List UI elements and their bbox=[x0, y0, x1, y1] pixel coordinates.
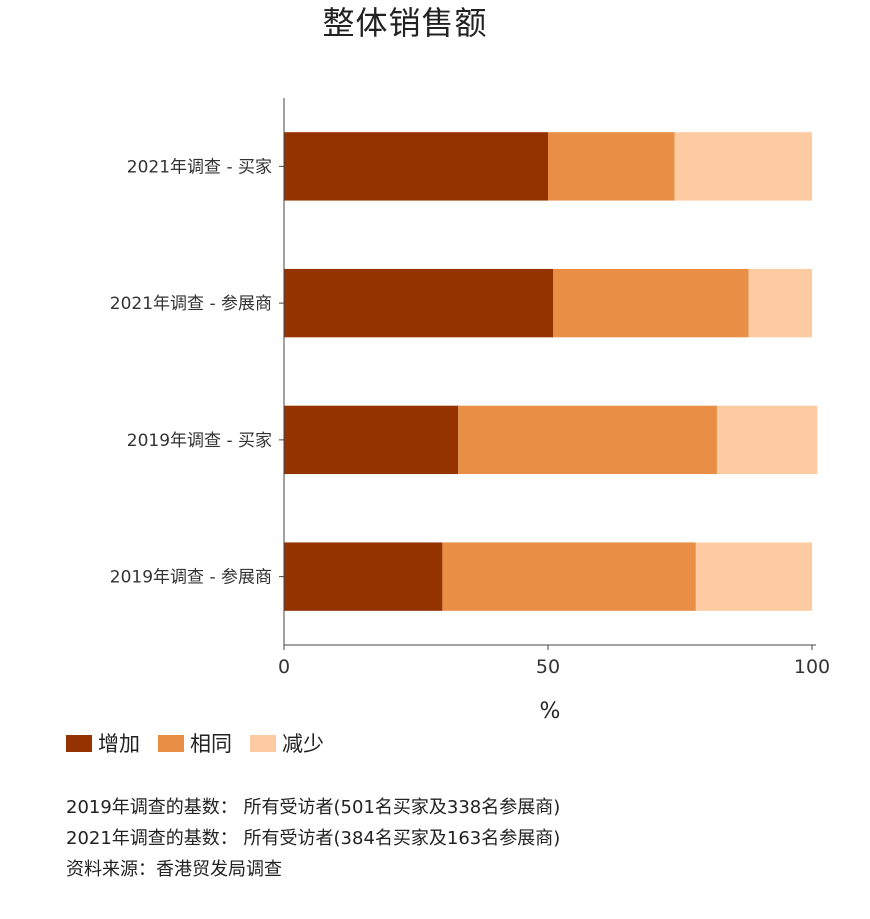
bar-segment-1-series-1 bbox=[284, 132, 548, 201]
y-tick-label: 2021年调查 - 买家 bbox=[127, 157, 272, 177]
bar-segment-3-series-2 bbox=[458, 405, 717, 475]
note-source: 资料来源：香港贸发局调查 bbox=[66, 859, 282, 880]
x-tick-label: 100 bbox=[794, 656, 830, 678]
y-tick-label: 2021年调查 - 参展商 bbox=[110, 294, 272, 314]
bar-segment-3-series-1 bbox=[284, 405, 459, 475]
legend-item-2: 相同 bbox=[158, 728, 232, 758]
bar-segment-4-series-2 bbox=[442, 542, 696, 611]
legend-item-1: 增加 bbox=[66, 728, 140, 758]
bar-segment-2-series-1 bbox=[284, 268, 554, 338]
ticks-layer: 2021年调查 - 买家 2021年调查 - 参展商 2019年调查 - 买家 201… bbox=[110, 157, 830, 678]
legend-label: 增加 bbox=[98, 732, 140, 756]
chart-title: 整体销售额 bbox=[322, 4, 488, 42]
bar-segment-2-series-3 bbox=[748, 268, 812, 338]
legend-swatch bbox=[158, 734, 184, 752]
legend-item-3: 减少 bbox=[250, 728, 324, 758]
notes: 2019年调查的基数： 所有受访者(501名买家及338名参展商) 2021年调… bbox=[66, 792, 560, 885]
y-tick-label: 2019年调查 - 参展商 bbox=[110, 568, 272, 588]
bar-segment-1-series-3 bbox=[674, 132, 812, 201]
legend-label: 相同 bbox=[190, 732, 232, 756]
legend-swatch bbox=[250, 734, 276, 752]
bars-layer bbox=[284, 132, 818, 611]
bar-segment-1-series-2 bbox=[548, 132, 675, 201]
bar-segment-3-series-3 bbox=[716, 405, 818, 475]
note-base-2021: 2021年调查的基数： 所有受访者(384名买家及163名参展商) bbox=[66, 828, 561, 849]
legend-swatch bbox=[66, 734, 92, 752]
x-tick-label: 0 bbox=[278, 656, 290, 678]
y-tick-label: 2019年调查 - 买家 bbox=[127, 431, 272, 451]
note-base-2019: 2019年调查的基数： 所有受访者(501名买家及338名参展商) bbox=[66, 797, 561, 818]
x-axis-label: % bbox=[540, 699, 561, 724]
legend-label: 减少 bbox=[282, 732, 324, 756]
x-tick-label: 50 bbox=[536, 656, 560, 678]
legend: 增加 相同 减少 bbox=[66, 728, 324, 758]
bar-segment-2-series-2 bbox=[553, 268, 749, 338]
bar-segment-4-series-1 bbox=[284, 542, 443, 611]
bar-segment-4-series-3 bbox=[695, 542, 812, 611]
